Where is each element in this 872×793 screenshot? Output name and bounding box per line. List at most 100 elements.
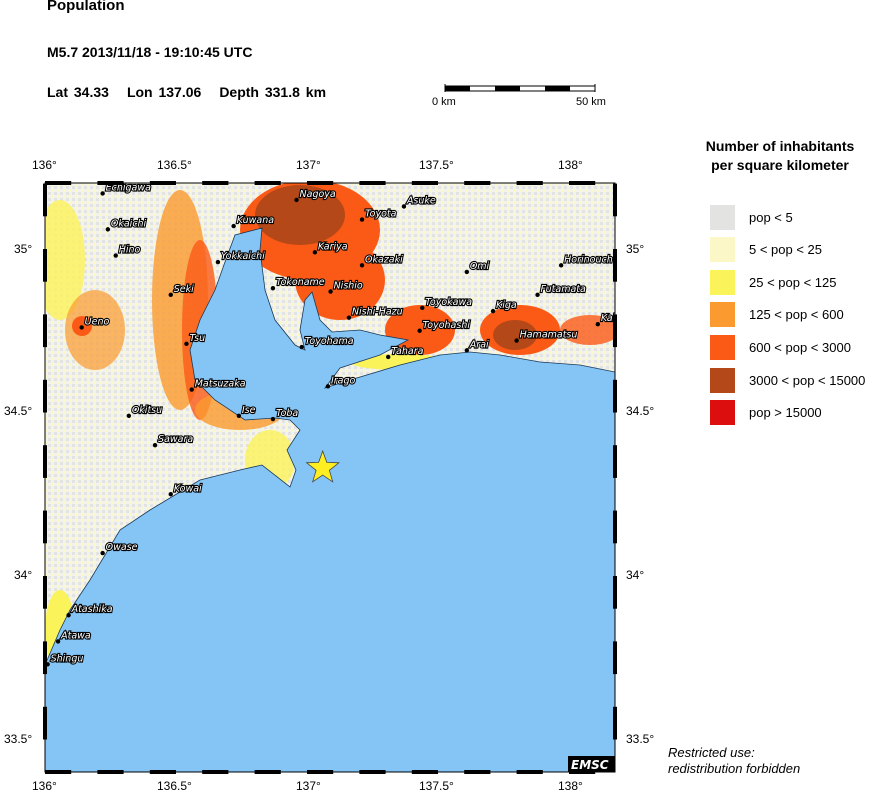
frame-tick: [613, 510, 617, 544]
lat-tick-left: 34°: [14, 568, 33, 582]
city-label: Ueno: [85, 316, 110, 327]
legend-item: 5 < pop < 25: [710, 237, 822, 263]
city-label: Nishio: [334, 281, 363, 292]
city-label: Toba: [276, 408, 298, 419]
legend-title-line2: per square kilometer: [711, 157, 849, 173]
lat-tick-right: 35°: [626, 242, 645, 256]
note-line1: Restricted use:: [668, 745, 755, 760]
city-label: Okazaki: [365, 254, 403, 265]
city-marker: [100, 550, 105, 556]
city-label: Toyokawa: [425, 297, 472, 308]
city-label: Sawara: [158, 434, 193, 445]
city-label: Toyohashi: [423, 320, 471, 331]
legend-label: pop > 15000: [749, 405, 822, 421]
frame-tick: [613, 445, 617, 478]
frame-tick: [43, 183, 47, 217]
city-label: Tokoname: [276, 277, 325, 288]
city-label: Omi: [470, 261, 490, 272]
frame-tick: [43, 510, 47, 544]
frame-tick: [149, 181, 176, 185]
frame-tick: [97, 770, 124, 774]
frame-tick: [254, 770, 281, 774]
city-marker: [231, 223, 236, 229]
frame-tick: [307, 181, 334, 185]
city-label: Kowai: [174, 483, 202, 494]
lat-tick-right: 34.5°: [626, 404, 655, 418]
epicenter-star-icon[interactable]: [305, 449, 341, 483]
city-label: Kariya: [318, 241, 348, 252]
city-marker: [215, 259, 221, 265]
legend-swatch: [710, 237, 735, 263]
lat-tick-left: 34.5°: [4, 404, 33, 418]
city-marker: [514, 338, 519, 343]
city-marker: [359, 263, 365, 268]
city-label: Atashika: [71, 604, 113, 615]
city-marker: [100, 191, 105, 196]
frame-tick: [359, 770, 386, 774]
frame-tick: [613, 706, 617, 740]
lon-tick-bottom: 136.5°: [157, 779, 192, 793]
frame-tick: [43, 314, 47, 348]
legend-item: 3000 < pop < 15000: [710, 367, 865, 393]
longitude: Lon 137.06: [126, 84, 202, 100]
city-label: Toyohama: [305, 336, 354, 347]
city-marker: [346, 315, 352, 320]
map-frame: [43, 181, 617, 774]
city-marker: [294, 197, 299, 203]
frame-tick: [43, 576, 47, 609]
legend-label: 125 < pop < 600: [749, 307, 844, 323]
legend-item: 600 < pop < 3000: [710, 334, 851, 360]
lon-tick-top: 138°: [558, 158, 583, 172]
frame-tick: [43, 706, 47, 740]
city-marker: [401, 204, 407, 209]
frame-tick: [202, 181, 229, 185]
city-label: Horinouch: [564, 254, 613, 265]
city-layer: Echigawa Okaichi Hino Kuwana Nagoya Asuke Toyo…: [45, 183, 615, 667]
city-label: Arai: [469, 339, 489, 350]
frame-tick: [307, 770, 334, 774]
scale-end-label: 50 km: [576, 96, 606, 108]
frame-tick: [613, 183, 617, 217]
city-marker: [189, 387, 194, 392]
frame-tick: [97, 181, 124, 185]
lat-tick-left: 35°: [14, 242, 33, 256]
frame-tick: [359, 181, 386, 185]
city-marker: [464, 348, 470, 353]
city-label: Nagoya: [300, 189, 336, 200]
frame-tick: [411, 181, 438, 185]
city-marker: [168, 492, 173, 497]
frame-tick: [516, 770, 543, 774]
lon-tick-bottom: 137°: [296, 779, 321, 793]
city-marker: [417, 328, 422, 333]
city-marker: [168, 292, 173, 297]
city-label: Tahara: [391, 346, 423, 357]
city-marker: [359, 217, 365, 222]
city-label: Asuke: [406, 195, 436, 206]
city-marker: [328, 289, 333, 294]
usage-note: Restricted use: redistribution forbidden: [668, 745, 800, 777]
city-marker: [558, 263, 564, 268]
frame-tick: [43, 379, 47, 413]
lon-tick-top: 137.5°: [419, 158, 454, 172]
frame-tick: [613, 249, 617, 282]
depth: Depth 331.8 km: [219, 84, 327, 100]
frame-tick: [43, 445, 47, 478]
city-label: Okitsu: [132, 405, 162, 416]
scale-bar: [444, 84, 596, 92]
city-marker: [66, 613, 71, 618]
legend-item: pop < 5: [710, 204, 793, 230]
legend-swatch: [710, 269, 735, 295]
legend-title-line1: Number of inhabitants: [705, 138, 855, 154]
city-label: Hino: [119, 245, 141, 256]
frame-tick: [43, 641, 47, 675]
legend-swatch: [710, 400, 735, 426]
emsc-logo: [568, 756, 615, 772]
frame-tick: [613, 314, 617, 348]
city-label: Ise: [242, 405, 256, 416]
city-label: Kiga: [496, 300, 517, 311]
city-marker: [386, 354, 391, 360]
frame-tick: [411, 770, 438, 774]
legend-swatch: [710, 204, 735, 230]
city-label: Irago: [331, 375, 356, 386]
